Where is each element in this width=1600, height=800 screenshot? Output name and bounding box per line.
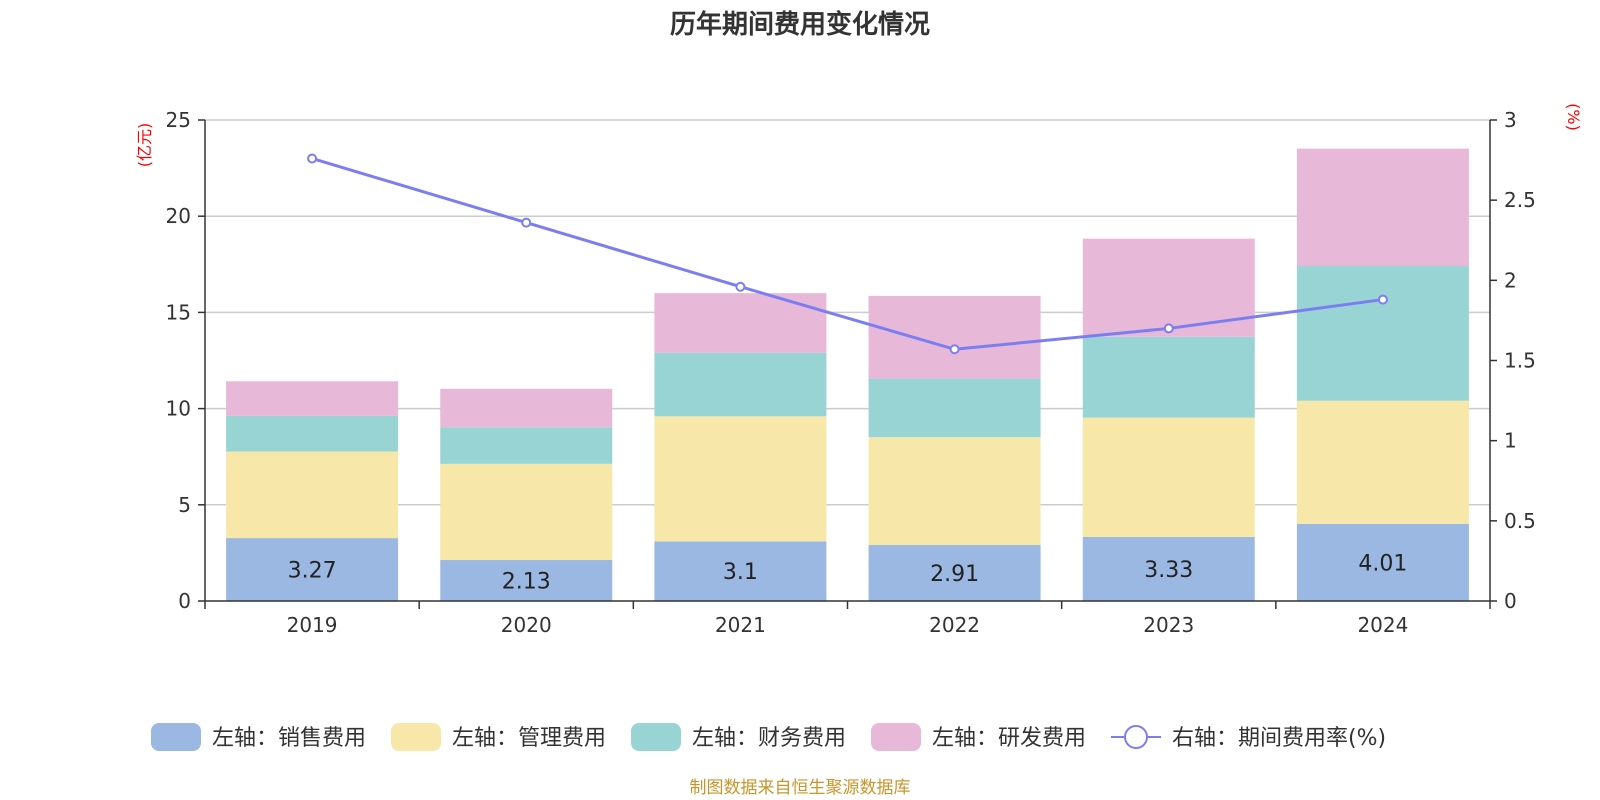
rate-line-series: [307, 153, 1388, 355]
legend-swatch: [391, 723, 441, 751]
right-axis-tick-label: 2: [1504, 268, 1517, 292]
x-axis-tick-label: 2019: [287, 613, 338, 637]
bar-segment-4: [440, 388, 613, 428]
bar-segment-3: [440, 427, 613, 464]
left-axis-tick-label: 25: [166, 108, 191, 132]
left-axis-tick-label: 0: [178, 589, 191, 613]
right-axis-tick-label: 1.5: [1504, 349, 1536, 373]
chart-title: 历年期间费用变化情况: [670, 9, 930, 40]
bar-segment-2: [440, 463, 613, 561]
rate-line-point: [307, 153, 318, 164]
legend-swatch: [871, 723, 921, 751]
bar-data-label: 2.13: [502, 570, 551, 595]
bar-segment-1: [440, 560, 613, 601]
bar-segment-3: [654, 352, 827, 417]
legend-label: 右轴：期间费用率(%): [1172, 726, 1386, 751]
legend-swatch: [151, 723, 201, 751]
rate-line-point: [1377, 294, 1388, 305]
bar-segment-4: [654, 293, 827, 353]
bar-segment-2: [654, 416, 827, 542]
bar-segment-1: [1296, 523, 1469, 601]
bar-data-label: 4.01: [1358, 551, 1407, 576]
legend-marker-icon: [1124, 725, 1148, 749]
right-axis-tick-label: 0.5: [1504, 509, 1536, 533]
legend-label: 左轴：管理费用: [452, 726, 606, 751]
grid-lines: [205, 119, 1490, 506]
x-axis-tick-label: 2022: [929, 613, 980, 637]
rate-line-point: [949, 344, 960, 355]
bar-segment-3: [1296, 266, 1469, 401]
bar-data-label: 3.33: [1144, 558, 1193, 583]
legend-swatch: [631, 723, 681, 751]
left-axis-unit: (亿元): [135, 123, 154, 168]
rate-line-point: [735, 281, 746, 292]
axes: 0 5 10 15 20 25 0 0.5 1 1.5 2 2.5 3 2019 2020 2021 2022 2…: [166, 108, 1536, 637]
left-axis-tick-label: 15: [166, 300, 191, 324]
bar-segment-2: [226, 451, 399, 539]
right-axis-tick-label: 3: [1504, 108, 1517, 132]
bar-segment-4: [868, 295, 1041, 379]
left-axis-tick-label: 5: [178, 493, 191, 517]
left-axis-tick-label: 10: [166, 397, 191, 421]
left-axis-tick-label: 20: [166, 204, 191, 228]
bar-data-label: 2.91: [930, 562, 979, 587]
x-axis-tick-label: 2021: [715, 613, 766, 637]
bar-series: 3.27 2.13 3.1 2.91 3.33 4.01: [226, 148, 1469, 601]
bar-segment-2: [1296, 400, 1469, 524]
bar-segment-3: [226, 415, 399, 452]
bar-data-label: 3.1: [723, 560, 758, 585]
bar-data-label: 3.27: [288, 559, 337, 584]
bar-segment-1: [1082, 536, 1255, 601]
right-axis-tick-label: 0: [1504, 589, 1517, 613]
source-note: 制图数据来自恒生聚源数据库: [690, 778, 911, 798]
bar-segment-4: [1082, 238, 1255, 337]
right-axis-tick-label: 2.5: [1504, 188, 1536, 212]
bar-segment-1: [226, 538, 399, 601]
x-axis-tick-label: 2023: [1143, 613, 1194, 637]
rate-line: [311, 157, 1384, 351]
bar-segment-2: [868, 437, 1041, 546]
bar-segment-3: [1082, 336, 1255, 418]
x-axis-tick-label: 2024: [1357, 613, 1408, 637]
legend-label: 左轴：研发费用: [932, 726, 1086, 751]
x-axis-tick-label: 2020: [501, 613, 552, 637]
bar-segment-1: [654, 541, 827, 601]
rate-line-point: [521, 217, 532, 228]
bar-segment-3: [868, 378, 1041, 438]
bar-segment-1: [868, 545, 1041, 601]
bar-segment-2: [1082, 417, 1255, 537]
legend-label: 左轴：销售费用: [212, 726, 366, 751]
bar-segment-4: [1296, 148, 1469, 267]
legend: 左轴：销售费用 左轴：管理费用 左轴：财务费用 左轴：研发费用 右轴：期间费用率(%): [151, 723, 1386, 751]
right-axis-unit: (%): [1564, 103, 1583, 131]
legend-label: 左轴：财务费用: [692, 726, 846, 751]
rate-line-point: [1163, 323, 1174, 334]
right-axis-tick-label: 1: [1504, 429, 1517, 453]
bar-segment-4: [226, 381, 399, 416]
